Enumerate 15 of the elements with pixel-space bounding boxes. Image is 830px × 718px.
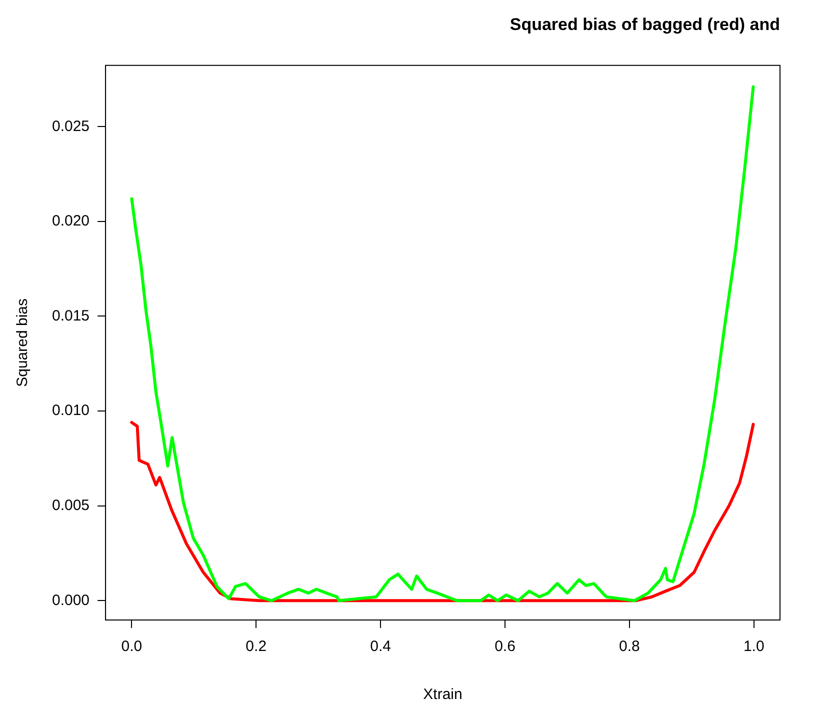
x-tick-label: 0.0	[121, 638, 142, 656]
y-tick-label: 0.025	[52, 118, 90, 135]
x-tick-label: 0.4	[370, 638, 391, 656]
chart-title: Squared bias of bagged (red) and	[510, 14, 780, 34]
x-tick-label: 0.2	[246, 638, 267, 656]
y-tick-label: 0.010	[52, 402, 90, 420]
y-tick-label: 0.005	[52, 496, 90, 514]
x-tick-label: 0.8	[619, 638, 640, 656]
y-tick-label: 0.020	[52, 212, 90, 230]
y-tick-label: 0.000	[52, 592, 90, 609]
x-tick-label: 1.0	[743, 638, 764, 656]
x-axis-title: Xtrain	[423, 686, 462, 704]
y-tick-label: 0.015	[52, 307, 90, 324]
x-tick-label: 0.6	[494, 638, 516, 656]
y-axis-title: Squared bias	[14, 298, 32, 387]
